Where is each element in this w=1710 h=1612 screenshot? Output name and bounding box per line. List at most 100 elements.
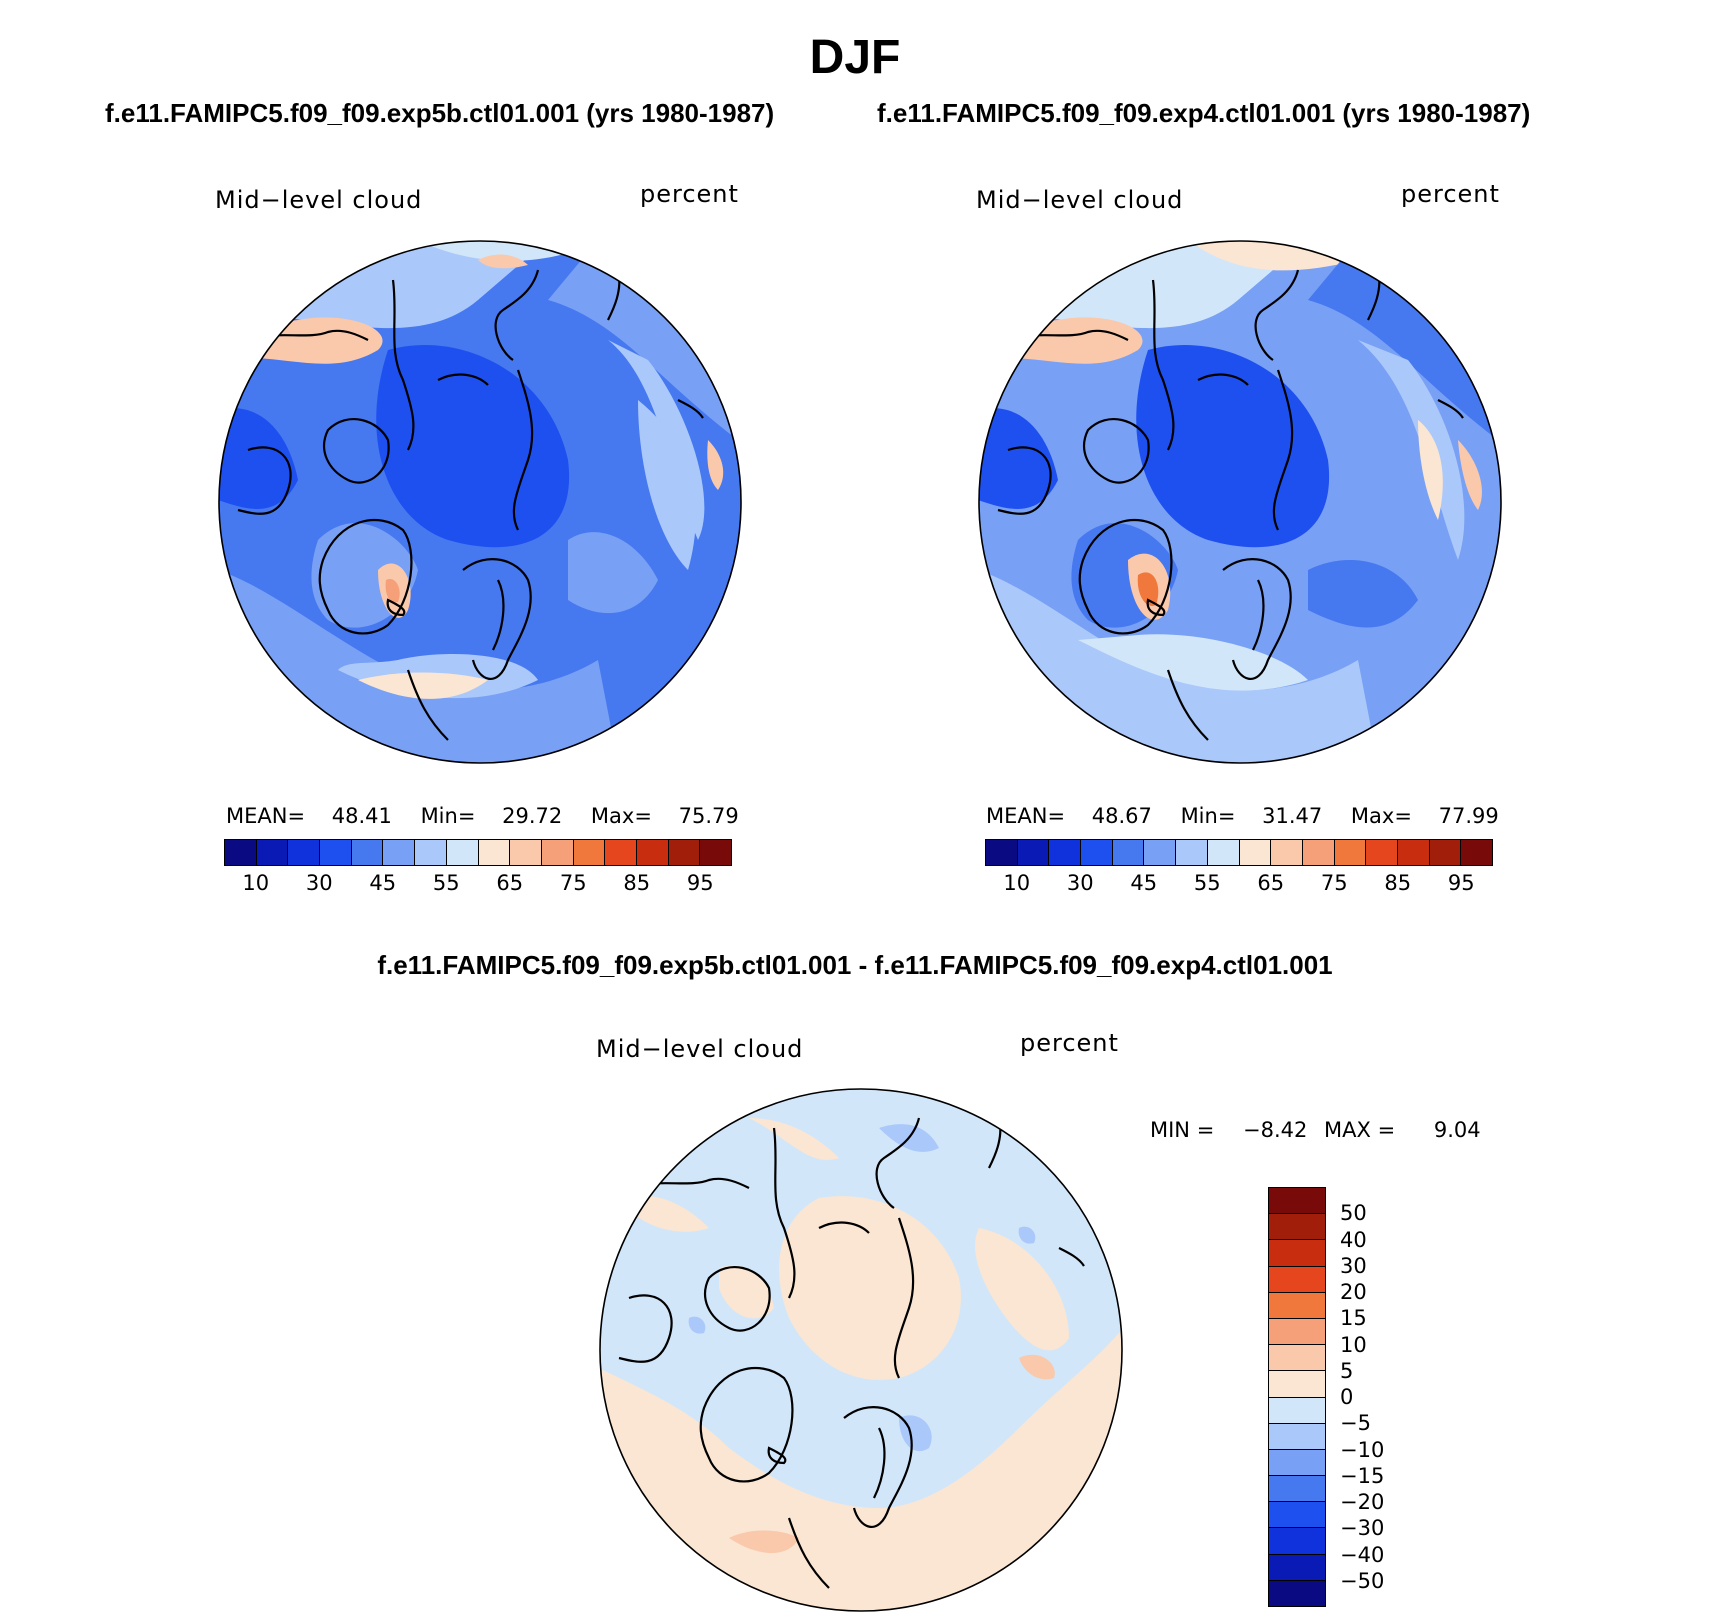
colorbar-swatch xyxy=(383,840,416,865)
colorbar-swatch xyxy=(1269,1292,1325,1319)
colorbar-tick-label: 55 xyxy=(1193,871,1221,895)
colorbar-swatch xyxy=(446,840,479,865)
diff-colorbar xyxy=(1268,1187,1326,1607)
panel1-mean-label: MEAN= xyxy=(226,804,306,828)
colorbar-tick-label: 30 xyxy=(1340,1253,1367,1278)
colorbar-swatch xyxy=(1081,840,1113,865)
colorbar-tick-label: 95 xyxy=(686,871,714,895)
colorbar-swatch xyxy=(605,840,637,865)
colorbar-tick-label: 45 xyxy=(1130,871,1158,895)
colorbar-tick-label: 5 xyxy=(1340,1358,1354,1383)
panel2-max-label: Max= xyxy=(1350,804,1412,828)
diff-variable-label: Mid−level cloud xyxy=(596,1035,804,1063)
colorbar-swatch xyxy=(986,840,1018,865)
colorbar-tick-label: 10 xyxy=(1003,871,1031,895)
colorbar-swatch xyxy=(573,840,606,865)
colorbar-swatch xyxy=(225,840,257,865)
colorbar-swatch xyxy=(1366,840,1398,865)
panel2-min-label: Min= xyxy=(1180,804,1236,828)
colorbar-tick-label: −50 xyxy=(1340,1568,1385,1593)
panel1-min-value: 29.72 xyxy=(502,804,563,828)
colorbar-swatch xyxy=(1269,1554,1325,1581)
colorbar-tick-label: 10 xyxy=(242,871,270,895)
panel2-mean-value: 48.67 xyxy=(1091,804,1152,828)
diff-header: f.e11.FAMIPC5.f09_f09.exp5b.ctl01.001 - … xyxy=(377,950,1333,980)
diff-min-value: −8.42 xyxy=(1242,1118,1308,1142)
diff-max-value: 9.04 xyxy=(1433,1118,1481,1142)
panel1-min-label: Min= xyxy=(420,804,476,828)
colorbar-swatch xyxy=(256,840,289,865)
colorbar-tick-label: 50 xyxy=(1340,1201,1367,1226)
diff-units-label: percent xyxy=(1020,1029,1119,1057)
colorbar-swatch xyxy=(1269,1371,1325,1398)
panel1-units-label: percent xyxy=(640,180,739,208)
colorbar-tick-label: −5 xyxy=(1340,1411,1371,1436)
colorbar-tick-label: 10 xyxy=(1340,1332,1367,1357)
colorbar-tick-label: 75 xyxy=(1320,871,1348,895)
colorbar-tick-label: 30 xyxy=(305,871,333,895)
colorbar-swatch xyxy=(351,840,384,865)
colorbar-tick-label: 95 xyxy=(1447,871,1475,895)
colorbar-swatch xyxy=(1269,1345,1325,1372)
colorbar-tick-label: 40 xyxy=(1340,1227,1367,1252)
colorbar-swatch xyxy=(1461,840,1492,865)
colorbar-tick-label: 30 xyxy=(1066,871,1094,895)
colorbar-tick-label: 85 xyxy=(623,871,651,895)
colorbar-tick-label: 55 xyxy=(432,871,460,895)
colorbar-swatch xyxy=(1269,1397,1325,1424)
colorbar-swatch xyxy=(1269,1476,1325,1503)
colorbar-swatch xyxy=(1269,1423,1325,1450)
panel2-colorbar xyxy=(985,839,1493,866)
colorbar-swatch xyxy=(1271,840,1303,865)
colorbar-swatch xyxy=(1302,840,1335,865)
panel2-max-value: 77.99 xyxy=(1438,804,1499,828)
panel2-polar-map xyxy=(978,240,1502,764)
panel2-variable-label: Mid−level cloud xyxy=(976,186,1184,214)
panel1-mean-value: 48.41 xyxy=(331,804,392,828)
colorbar-swatch xyxy=(1239,840,1272,865)
panel1-max-value: 75.79 xyxy=(678,804,739,828)
colorbar-tick-label: 75 xyxy=(559,871,587,895)
panel1-colorbar xyxy=(224,839,732,866)
colorbar-swatch xyxy=(415,840,447,865)
panel1-polar-map xyxy=(218,240,742,764)
colorbar-tick-label: 15 xyxy=(1340,1306,1367,1331)
colorbar-swatch xyxy=(510,840,542,865)
panel1-max-label: Max= xyxy=(590,804,652,828)
colorbar-swatch xyxy=(1112,840,1145,865)
colorbar-swatch xyxy=(1269,1266,1325,1293)
diff-polar-map xyxy=(599,1088,1123,1612)
colorbar-tick-label: 0 xyxy=(1340,1385,1354,1409)
colorbar-tick-label: −10 xyxy=(1340,1437,1385,1462)
colorbar-swatch xyxy=(1017,840,1050,865)
colorbar-swatch xyxy=(1269,1214,1325,1241)
colorbar-swatch xyxy=(1397,840,1430,865)
colorbar-swatch xyxy=(1049,840,1082,865)
colorbar-swatch xyxy=(1144,840,1177,865)
colorbar-swatch xyxy=(1176,840,1208,865)
case1-header: f.e11.FAMIPC5.f09_f09.exp5b.ctl01.001 (y… xyxy=(105,98,775,128)
colorbar-tick-label: −30 xyxy=(1340,1516,1385,1541)
diff-max-label: MAX = xyxy=(1324,1118,1396,1142)
colorbar-swatch xyxy=(288,840,321,865)
colorbar-tick-label: 65 xyxy=(496,871,524,895)
colorbar-swatch xyxy=(541,840,574,865)
panel1-variable-label: Mid−level cloud xyxy=(215,186,423,214)
panel2-mean-label: MEAN= xyxy=(986,804,1066,828)
case2-header: f.e11.FAMIPC5.f09_f09.exp4.ctl01.001 (yr… xyxy=(877,98,1531,128)
colorbar-swatch xyxy=(478,840,511,865)
colorbar-swatch xyxy=(1269,1580,1325,1606)
colorbar-tick-label: −20 xyxy=(1340,1490,1385,1514)
colorbar-swatch xyxy=(1334,840,1367,865)
colorbar-tick-label: −40 xyxy=(1340,1542,1385,1567)
colorbar-swatch xyxy=(1429,840,1462,865)
colorbar-tick-label: 65 xyxy=(1257,871,1285,895)
diff-min-label: MIN = xyxy=(1150,1118,1215,1142)
colorbar-swatch xyxy=(1207,840,1240,865)
colorbar-swatch xyxy=(1269,1240,1325,1267)
colorbar-swatch xyxy=(1269,1528,1325,1555)
colorbar-swatch xyxy=(700,840,731,865)
colorbar-swatch xyxy=(636,840,669,865)
season-title: DJF xyxy=(809,31,901,84)
colorbar-tick-label: −15 xyxy=(1340,1463,1385,1488)
